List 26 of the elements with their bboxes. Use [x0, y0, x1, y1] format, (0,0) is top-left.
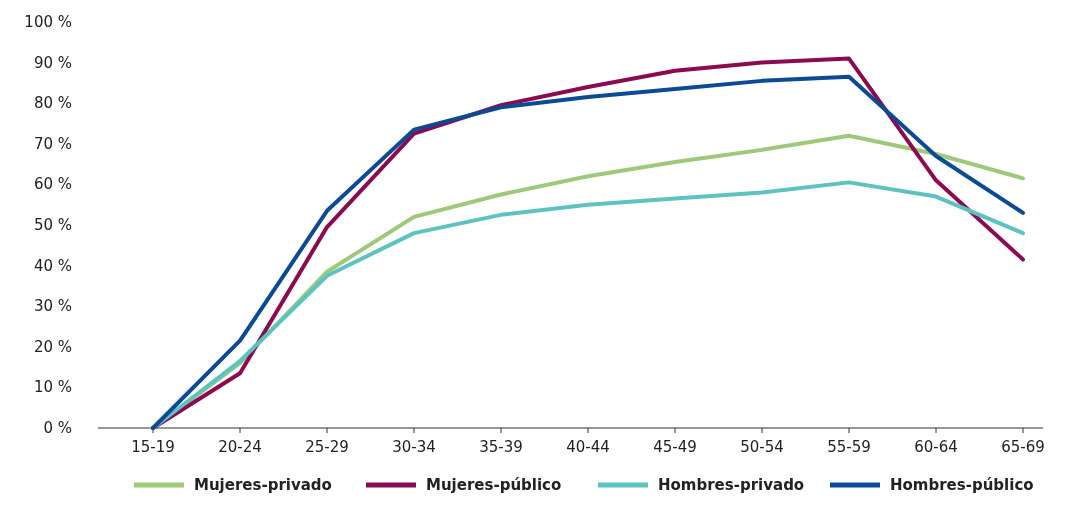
x-tick-label: 50-54 [740, 438, 784, 456]
y-tick-label: 100 % [24, 13, 72, 31]
y-tick-label: 80 % [33, 94, 72, 113]
x-tick-label: 15-19 [131, 438, 175, 456]
x-tick-label: 65-69 [1001, 438, 1045, 456]
y-tick-label: 10 % [33, 378, 72, 397]
y-tick-label: 20 % [33, 337, 72, 356]
x-tick-label: 45-49 [653, 438, 697, 456]
x-tick-label: 55-59 [827, 438, 871, 456]
legend-label: Hombres-privado [658, 476, 805, 494]
legend-label: Mujeres-privado [194, 476, 332, 494]
x-tick-label: 30-34 [392, 438, 436, 456]
legend-label: Hombres-público [890, 476, 1034, 494]
y-tick-label: 0 % [43, 419, 72, 437]
y-tick-label: 30 % [33, 297, 72, 316]
y-tick-label: 70 % [33, 134, 72, 153]
y-tick-label: 50 % [33, 216, 72, 234]
legend-label: Mujeres-público [426, 476, 562, 494]
x-tick-label: 40-44 [566, 438, 610, 456]
y-tick-label: 90 % [33, 53, 72, 72]
x-tick-label: 35-39 [479, 438, 523, 456]
y-tick-label: 40 % [33, 256, 72, 275]
y-tick-label: 60 % [33, 175, 72, 194]
x-tick-label: 20-24 [218, 438, 262, 456]
x-tick-label: 25-29 [305, 438, 349, 456]
x-tick-label: 60-64 [914, 438, 958, 456]
